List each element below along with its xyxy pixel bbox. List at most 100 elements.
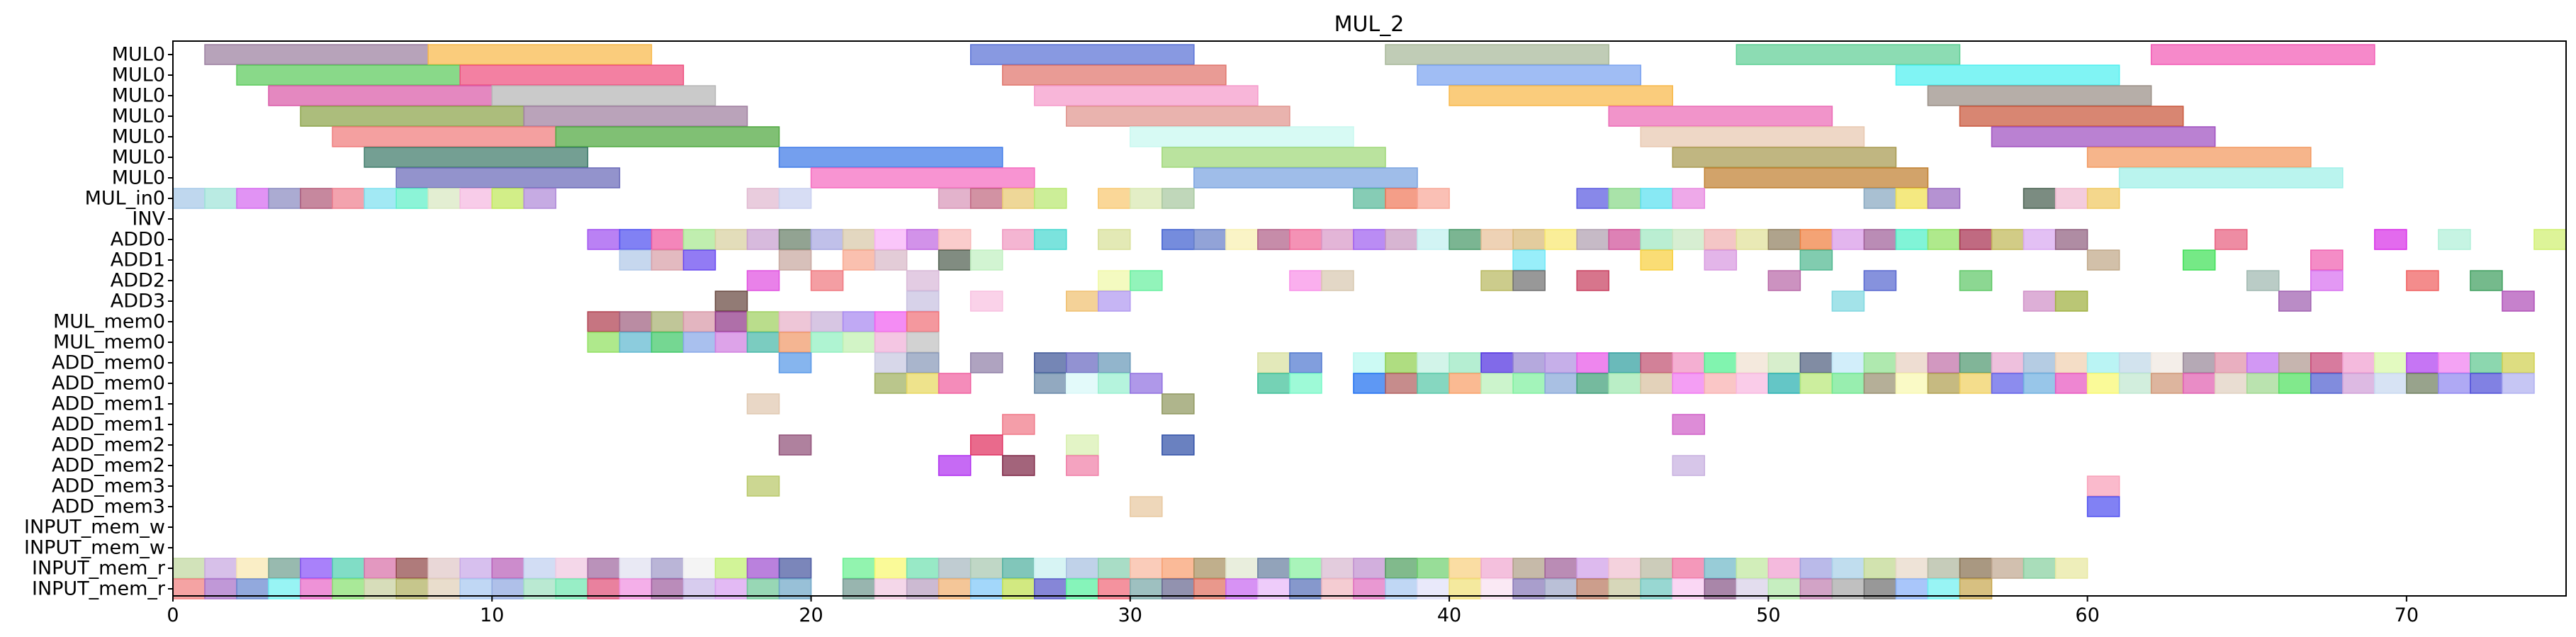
x-tick-label: 0 [167,604,179,626]
gantt-bar [874,229,908,250]
gantt-bar [938,249,972,271]
gantt-bar [1162,188,1195,209]
gantt-bar [1927,188,1961,209]
gantt-bar [2310,249,2344,271]
gantt-bar [2533,229,2567,250]
gantt-bar [204,44,429,65]
x-tick-label: 70 [2395,604,2419,626]
gantt-bar [1130,188,1163,209]
gantt-bar [1672,188,1706,209]
y-tick-label: MUL_in0 [85,188,165,210]
gantt-bar [2182,249,2216,271]
gantt-bar [1065,455,1099,476]
gantt-bar [523,188,557,209]
gantt-bar [1608,558,1641,579]
gantt-bar [2182,352,2216,373]
gantt-bar [1353,352,1386,373]
gantt-bar [2214,229,2248,250]
gantt-bar [555,558,589,579]
gantt-bar [1321,229,1354,250]
gantt-bar [2406,270,2439,291]
gantt-bar [2246,373,2280,394]
gantt-bar [236,64,461,86]
gantt-bar [2086,188,2120,209]
gantt-bar [491,558,525,579]
gantt-bar [682,311,716,332]
gantt-bar [2406,373,2439,394]
y-tick-label: MUL_mem0 [53,311,165,333]
gantt-bar [1544,352,1577,373]
gantt-bar [2118,373,2152,394]
gantt-bar [1065,106,1290,127]
y-tick-label: ADD_mem1 [52,414,165,436]
gantt-bar [1001,414,1035,435]
gantt-bar [2502,373,2535,394]
gantt-bar [332,558,365,579]
gantt-bar [778,352,812,373]
gantt-bar [1065,352,1099,373]
gantt-bar [332,126,557,147]
x-tick-label: 20 [799,604,823,626]
x-tick-label: 30 [1118,604,1142,626]
gantt-bar [1959,229,1993,250]
gantt-bar [906,373,940,394]
gantt-bar [1959,558,1993,579]
gantt-bar [746,558,780,579]
gantt-bar [1162,434,1195,456]
gantt-bar [204,188,237,209]
y-axis-labels: MUL0MUL0MUL0MUL0MUL0MUL0MUL0MUL_in0INVAD… [24,44,173,600]
gantt-bar [746,229,780,250]
gantt-bar [778,147,1003,168]
gantt-bar [778,332,812,353]
gantt-bar [778,434,812,456]
gantt-bar [1863,558,1897,579]
gantt-bar [2342,352,2375,373]
gantt-bar [1162,229,1195,250]
gantt-bar [1162,147,1386,168]
gantt-bar [619,229,653,250]
gantt-bar [1640,352,1674,373]
y-tick-label: ADD_mem2 [52,455,165,477]
gantt-bar [1767,270,1801,291]
gantt-bar [1065,558,1099,579]
gantt-bar [1353,188,1386,209]
gantt-bar [619,311,653,332]
gantt-bar [459,64,685,86]
gantt-bar [2054,373,2088,394]
y-tick-label: INPUT_mem_r [32,558,166,580]
gantt-bar [1449,229,1482,250]
gantt-bar [714,229,748,250]
gantt-bar [1417,373,1450,394]
gantt-bar [2023,373,2057,394]
y-tick-label: ADD_mem1 [52,393,165,415]
gantt-bar [2470,352,2503,373]
gantt-bar [2086,352,2120,373]
gantt-bar [906,229,940,250]
gantt-bar [1672,229,1706,250]
gantt-bar [459,558,493,579]
gantt-bar [2214,373,2248,394]
gantt-bar [1736,373,1770,394]
gantt-bar [2023,558,2057,579]
plot-frame [172,40,2567,597]
gantt-bar [1001,229,1035,250]
gantt-bar [1385,373,1418,394]
gantt-bar [364,558,397,579]
gantt-bar [1257,558,1290,579]
gantt-bar [842,558,876,579]
gantt-bar [1385,188,1418,209]
gantt-bar [587,229,621,250]
gantt-bar [1321,270,1354,291]
gantt-bar [969,249,1003,271]
gantt-bar [2214,352,2248,373]
gantt-bar [1672,455,1706,476]
gantt-bar [1512,558,1546,579]
gantt-bar [1672,414,1706,435]
gantt-bar [1736,44,1961,65]
gantt-bar [1098,291,1131,312]
gantt-bar [2374,229,2407,250]
gantt-bar [1640,249,1674,271]
gantt-bar [2150,44,2375,65]
gantt-bar [778,249,812,271]
gantt-bar [2086,147,2312,168]
